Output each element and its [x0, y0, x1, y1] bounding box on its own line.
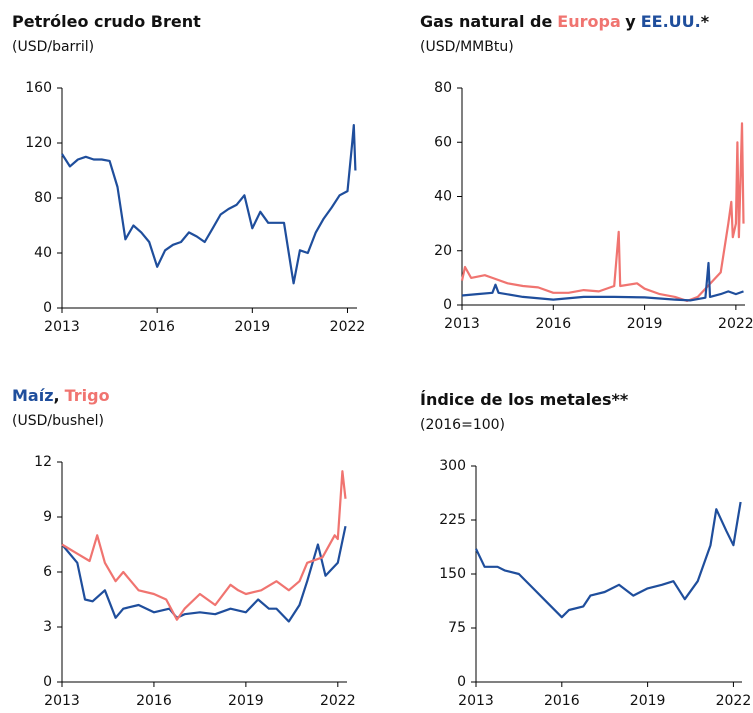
- y-tick-label: 60: [434, 134, 452, 150]
- y-tick-label: 3: [43, 619, 52, 635]
- x-tick-label: 2019: [627, 316, 663, 332]
- chart-subtitle: (2016=100): [420, 417, 505, 433]
- x-tick-label: 2022: [320, 693, 356, 709]
- series-line: [461, 261, 744, 302]
- chart: Maíz, Trigo (USD/bushel) 0 3 6 9 12 2013 2016 2019…: [12, 386, 356, 710]
- y-tick-label: 40: [34, 245, 52, 261]
- x-tick-label: 2016: [535, 316, 571, 332]
- chart-subtitle: (USD/barril): [12, 39, 94, 55]
- y-tick-label: 9: [43, 509, 52, 525]
- y-tick-label: 6: [43, 564, 52, 580]
- y-tick-label: 40: [434, 189, 452, 205]
- x-tick-label: 2019: [630, 693, 666, 709]
- x-tick-label: 2016: [544, 693, 580, 709]
- chart: Índice de los metales** (2016=100) 0 75 150 2…: [420, 390, 751, 710]
- y-tick-label: 80: [34, 190, 52, 206]
- x-tick-label: 2013: [44, 319, 80, 335]
- chart: Gas natural de Europa y EE.UU.* (USD/MMBtu) 0…: [420, 12, 753, 333]
- title-text: *: [701, 12, 710, 31]
- chart-title: Índice de los metales**: [420, 390, 629, 409]
- x-tick-label: 2016: [139, 319, 175, 335]
- title-text: ,: [54, 386, 60, 405]
- y-tick-label: 225: [439, 512, 466, 528]
- y-tick-label: 0: [443, 297, 452, 313]
- y-tick-label: 0: [43, 674, 52, 690]
- x-tick-label: 2013: [458, 693, 494, 709]
- legend-entry: Trigo: [65, 386, 110, 405]
- title-text: Índice de los metales**: [420, 390, 629, 409]
- y-tick-label: 12: [34, 454, 52, 470]
- chart-subtitle: (USD/MMBtu): [420, 39, 514, 55]
- x-tick-label: 2019: [228, 693, 264, 709]
- chart-title: Petróleo crudo Brent: [12, 12, 201, 31]
- x-tick-label: 2019: [235, 319, 271, 335]
- y-tick-label: 120: [25, 135, 52, 151]
- legend-entry: EE.UU.: [641, 12, 701, 31]
- chart-title: Maíz, Trigo: [12, 386, 110, 405]
- y-tick-label: 75: [448, 620, 466, 636]
- x-tick-label: 2013: [444, 316, 480, 332]
- series-line: [475, 501, 742, 619]
- series-line: [61, 470, 347, 621]
- title-text: Petróleo crudo Brent: [12, 12, 201, 31]
- series-line: [460, 122, 745, 302]
- series-line: [61, 124, 357, 285]
- y-tick-label: 80: [434, 80, 452, 96]
- legend-entry: Maíz: [12, 386, 54, 405]
- chart-subtitle: (USD/bushel): [12, 413, 104, 429]
- y-tick-label: 0: [457, 674, 466, 690]
- x-tick-label: 2013: [44, 693, 80, 709]
- legend-entry: Europa: [557, 12, 620, 31]
- title-text: Gas natural de: [420, 12, 552, 31]
- x-tick-label: 2022: [330, 319, 366, 335]
- y-tick-label: 0: [43, 300, 52, 316]
- series-line: [61, 525, 347, 623]
- y-tick-label: 20: [434, 243, 452, 259]
- y-tick-label: 150: [439, 566, 466, 582]
- x-tick-label: 2022: [716, 693, 752, 709]
- chart-title: Gas natural de Europa y EE.UU.*: [420, 12, 710, 31]
- title-text: y: [625, 12, 636, 31]
- y-tick-label: 300: [439, 458, 466, 474]
- chart: Petróleo crudo Brent (USD/barril) 0 40 80 120…: [12, 12, 365, 336]
- x-tick-label: 2022: [718, 316, 753, 332]
- x-tick-label: 2016: [136, 693, 172, 709]
- y-tick-label: 160: [25, 80, 52, 96]
